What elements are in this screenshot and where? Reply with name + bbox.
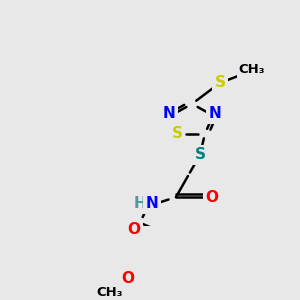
Text: O: O [128,222,140,237]
Text: O: O [122,271,134,286]
Text: CH₃: CH₃ [97,286,123,298]
Text: S: S [194,148,206,163]
Text: N: N [163,106,176,122]
Text: N: N [146,196,158,211]
Text: CH₃: CH₃ [239,63,265,76]
Text: O: O [206,190,218,205]
Text: S: S [172,126,183,141]
Text: H: H [134,196,146,211]
Text: S: S [214,75,226,90]
Text: N: N [208,106,221,122]
